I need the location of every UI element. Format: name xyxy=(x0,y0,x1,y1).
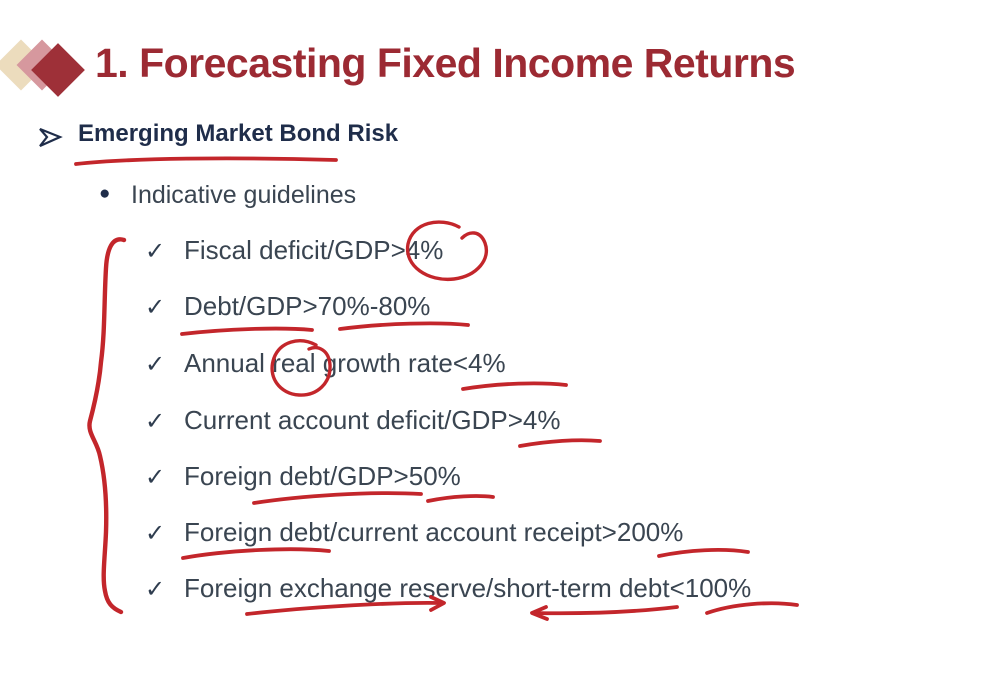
underline-mark-short-term xyxy=(531,605,679,616)
list-item: ✓ Debt/GDP>70%-80% xyxy=(145,289,430,325)
subheading: Indicative guidelines xyxy=(131,181,357,209)
check-icon: ✓ xyxy=(145,576,166,603)
circle-bullet-icon: ● xyxy=(99,183,111,204)
section-heading: Emerging Market Bond Risk xyxy=(78,120,399,147)
list-item-label: Debt/GDP>70%-80% xyxy=(184,291,431,321)
arrow-bullet-icon xyxy=(39,127,63,148)
list-item-label: Foreign exchange reserve/short-term debt… xyxy=(184,573,752,603)
check-icon: ✓ xyxy=(145,294,166,321)
heading-underline-mark xyxy=(74,156,338,166)
list-item: ✓ Current account deficit/GDP>4% xyxy=(145,403,560,439)
list-item-label: Annual real growth rate<4% xyxy=(184,348,506,378)
list-item-label: Fiscal deficit/GDP>4% xyxy=(184,235,444,265)
list-item: ✓ Foreign debt/current account receipt>20… xyxy=(145,515,683,551)
underline-mark-50pct xyxy=(426,494,495,503)
check-icon: ✓ xyxy=(145,351,166,378)
curly-brace-mark xyxy=(87,237,127,615)
list-item-label: Foreign debt/current account receipt>200… xyxy=(184,517,684,547)
list-item: ✓ Fiscal deficit/GDP>4% xyxy=(145,233,443,269)
page-title: 1. Forecasting Fixed Income Returns xyxy=(95,40,796,86)
underline-mark-gt4pct xyxy=(518,438,602,448)
list-item: ✓ Foreign exchange reserve/short-term deb… xyxy=(145,571,751,607)
check-icon: ✓ xyxy=(145,408,166,435)
underline-mark-lt4pct xyxy=(461,381,568,391)
list-item-label: Foreign debt/GDP>50% xyxy=(184,461,461,491)
underline-mark-debt-gdp xyxy=(180,326,314,336)
arrowhead-left-icon xyxy=(530,605,549,621)
list-item-label: Current account deficit/GDP>4% xyxy=(184,405,561,435)
check-icon: ✓ xyxy=(145,238,166,265)
check-icon: ✓ xyxy=(145,520,166,547)
check-icon: ✓ xyxy=(145,464,166,491)
list-item: ✓ Annual real growth rate<4% xyxy=(145,346,506,382)
list-item: ✓ Foreign debt/GDP>50% xyxy=(145,459,461,495)
